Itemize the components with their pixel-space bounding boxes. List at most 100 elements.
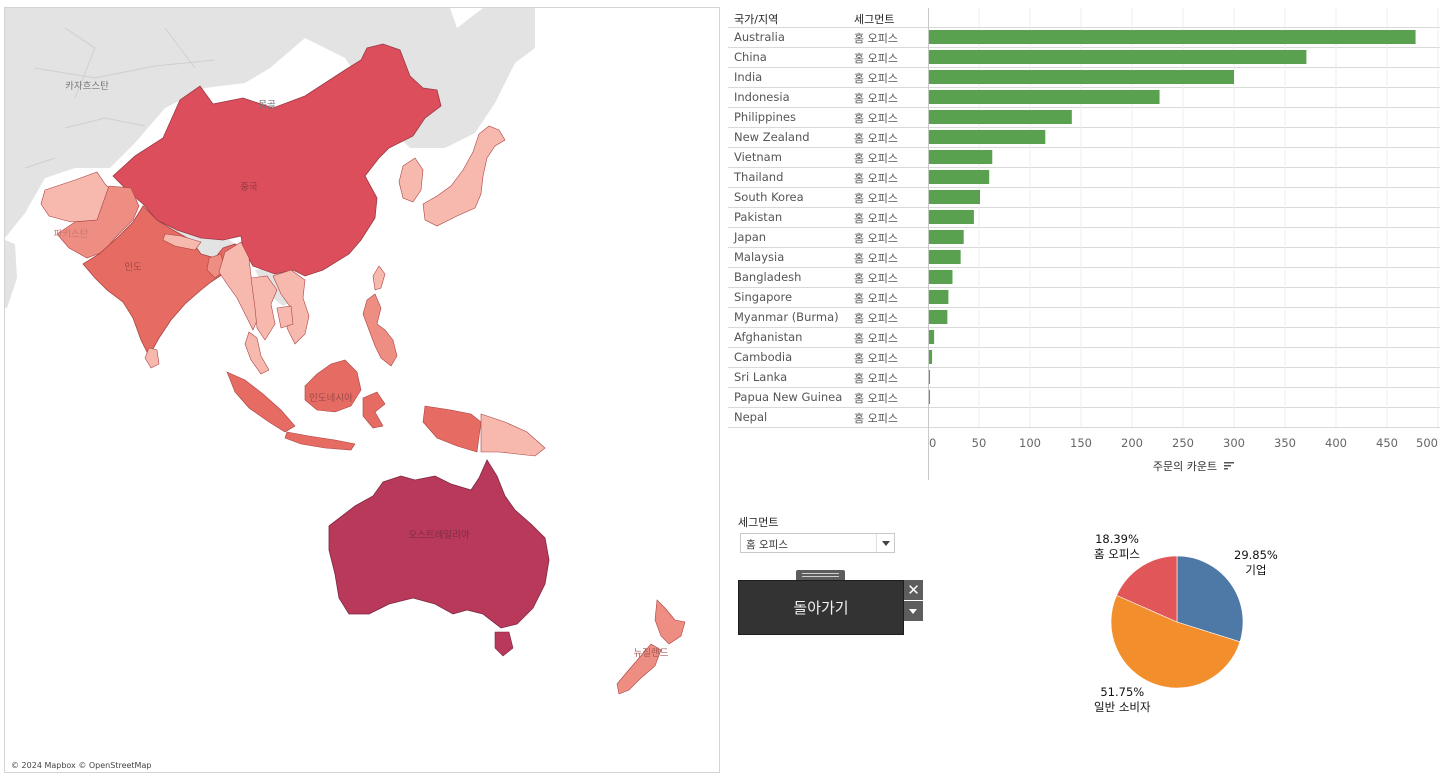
segment-cell[interactable]: 홈 오피스: [854, 292, 898, 305]
segment-cell[interactable]: 홈 오피스: [854, 392, 898, 405]
row-divider: [728, 247, 1440, 248]
bar-india[interactable]: [929, 70, 1234, 84]
bar-myanmar-burma-[interactable]: [929, 310, 948, 324]
segment-cell[interactable]: 홈 오피스: [854, 152, 898, 165]
segment-cell[interactable]: 홈 오피스: [854, 352, 898, 365]
country-cell[interactable]: New Zealand: [734, 130, 810, 144]
bar-new-zealand[interactable]: [929, 130, 1046, 144]
row-divider: [728, 187, 1440, 188]
country-cell[interactable]: Vietnam: [734, 150, 782, 164]
segment-dropdown[interactable]: 홈 오피스: [740, 533, 895, 553]
segment-cell[interactable]: 홈 오피스: [854, 272, 898, 285]
segment-cell[interactable]: 홈 오피스: [854, 132, 898, 145]
segment-cell[interactable]: 홈 오피스: [854, 232, 898, 245]
chevron-down-icon[interactable]: [876, 534, 894, 552]
country-cell[interactable]: Nepal: [734, 410, 768, 424]
back-button[interactable]: 돌아가기: [738, 580, 904, 635]
map-region-japan: [422, 125, 506, 227]
x-tick-label: 500: [1416, 436, 1438, 450]
bar-pakistan[interactable]: [929, 210, 974, 224]
country-cell[interactable]: Sri Lanka: [734, 370, 788, 384]
x-axis-title: 주문의 카운트: [1153, 460, 1217, 473]
bar-afghanistan[interactable]: [929, 330, 935, 344]
bar-australia[interactable]: [929, 30, 1416, 44]
bar-vietnam[interactable]: [929, 150, 993, 164]
bar-thailand[interactable]: [929, 170, 990, 184]
bar-singapore[interactable]: [929, 290, 949, 304]
x-tick-label: 400: [1325, 436, 1347, 450]
segment-filter-label: 세그먼트: [738, 516, 779, 529]
country-cell[interactable]: Pakistan: [734, 210, 783, 224]
map-region-australia: [328, 459, 550, 629]
map-region-china: [112, 43, 442, 277]
bar-south-korea[interactable]: [929, 190, 981, 204]
country-cell[interactable]: Myanmar (Burma): [734, 310, 839, 324]
row-divider: [728, 107, 1440, 108]
segment-cell[interactable]: 홈 오피스: [854, 252, 898, 265]
pie-label-consumer-pct: 51.75%: [1100, 685, 1145, 699]
map-region-philippines: [362, 293, 398, 367]
bar-cambodia[interactable]: [929, 350, 933, 364]
country-cell[interactable]: India: [734, 70, 763, 84]
sales-map[interactable]: 카자흐스탄 몽골 중국 파키스탄 인도 인도네시아 오스트레일리아 뉴질랜드 ©…: [4, 7, 720, 773]
sort-descending-icon[interactable]: [1224, 462, 1234, 470]
country-cell[interactable]: Singapore: [734, 290, 793, 304]
more-options-icon[interactable]: [904, 601, 923, 621]
bar-japan[interactable]: [929, 230, 964, 244]
segment-cell[interactable]: 홈 오피스: [854, 72, 898, 85]
pie-slice[interactable]: [1110, 594, 1241, 689]
x-tick-label: 0: [929, 436, 936, 450]
country-cell[interactable]: Papua New Guinea: [734, 390, 843, 404]
bar-papua-new-guinea[interactable]: [929, 390, 931, 404]
map-region-india: [82, 205, 246, 357]
row-divider: [728, 27, 1440, 28]
bar-china[interactable]: [929, 50, 1307, 64]
bar-bangladesh[interactable]: [929, 270, 953, 284]
country-cell[interactable]: Afghanistan: [734, 330, 803, 344]
segment-cell[interactable]: 홈 오피스: [854, 312, 898, 325]
segment-cell[interactable]: 홈 오피스: [854, 372, 898, 385]
segment-cell[interactable]: 홈 오피스: [854, 212, 898, 225]
country-cell[interactable]: South Korea: [734, 190, 804, 204]
segment-cell[interactable]: 홈 오피스: [854, 92, 898, 105]
pie-slice[interactable]: [1116, 555, 1178, 623]
bar-indonesia[interactable]: [929, 90, 1160, 104]
map-label-pakistan: 파키스탄: [54, 229, 89, 240]
map-region-pakistan: [56, 185, 140, 259]
bar-malaysia[interactable]: [929, 250, 961, 264]
row-divider: [728, 427, 1440, 428]
segment-cell[interactable]: 홈 오피스: [854, 332, 898, 345]
country-cell[interactable]: China: [734, 50, 767, 64]
map-region-malaysia: [244, 331, 270, 375]
country-cell[interactable]: Australia: [734, 30, 785, 44]
country-cell[interactable]: Indonesia: [734, 90, 790, 104]
header-segment[interactable]: 세그먼트: [854, 13, 895, 26]
pie-label-consumer: 51.75% 일반 소비자: [1094, 685, 1151, 715]
row-divider: [728, 287, 1440, 288]
segment-cell[interactable]: 홈 오피스: [854, 412, 898, 425]
bar-philippines[interactable]: [929, 110, 1072, 124]
country-cell[interactable]: Thailand: [734, 170, 784, 184]
pie-label-home-office-name: 홈 오피스: [1094, 547, 1140, 561]
country-cell[interactable]: Cambodia: [734, 350, 793, 364]
row-divider: [728, 67, 1440, 68]
header-country[interactable]: 국가/지역: [734, 13, 779, 26]
pie-slice[interactable]: [1176, 555, 1244, 643]
segment-cell[interactable]: 홈 오피스: [854, 112, 898, 125]
bar-sri-lanka[interactable]: [929, 370, 931, 384]
row-divider: [728, 267, 1440, 268]
country-cell[interactable]: Philippines: [734, 110, 796, 124]
country-cell[interactable]: Bangladesh: [734, 270, 802, 284]
country-cell[interactable]: Malaysia: [734, 250, 785, 264]
map-label-indonesia: 인도네시아: [309, 393, 353, 404]
map-region-myanmar: [218, 241, 260, 331]
segment-cell[interactable]: 홈 오피스: [854, 32, 898, 45]
segment-cell[interactable]: 홈 오피스: [854, 192, 898, 205]
pie-label-corporate-name: 기업: [1245, 563, 1267, 577]
segment-cell[interactable]: 홈 오피스: [854, 172, 898, 185]
close-icon[interactable]: ✕: [904, 580, 923, 600]
pie-label-consumer-name: 일반 소비자: [1094, 700, 1151, 714]
country-cell[interactable]: Japan: [734, 230, 767, 244]
drag-handle-icon[interactable]: [796, 570, 845, 580]
segment-cell[interactable]: 홈 오피스: [854, 52, 898, 65]
